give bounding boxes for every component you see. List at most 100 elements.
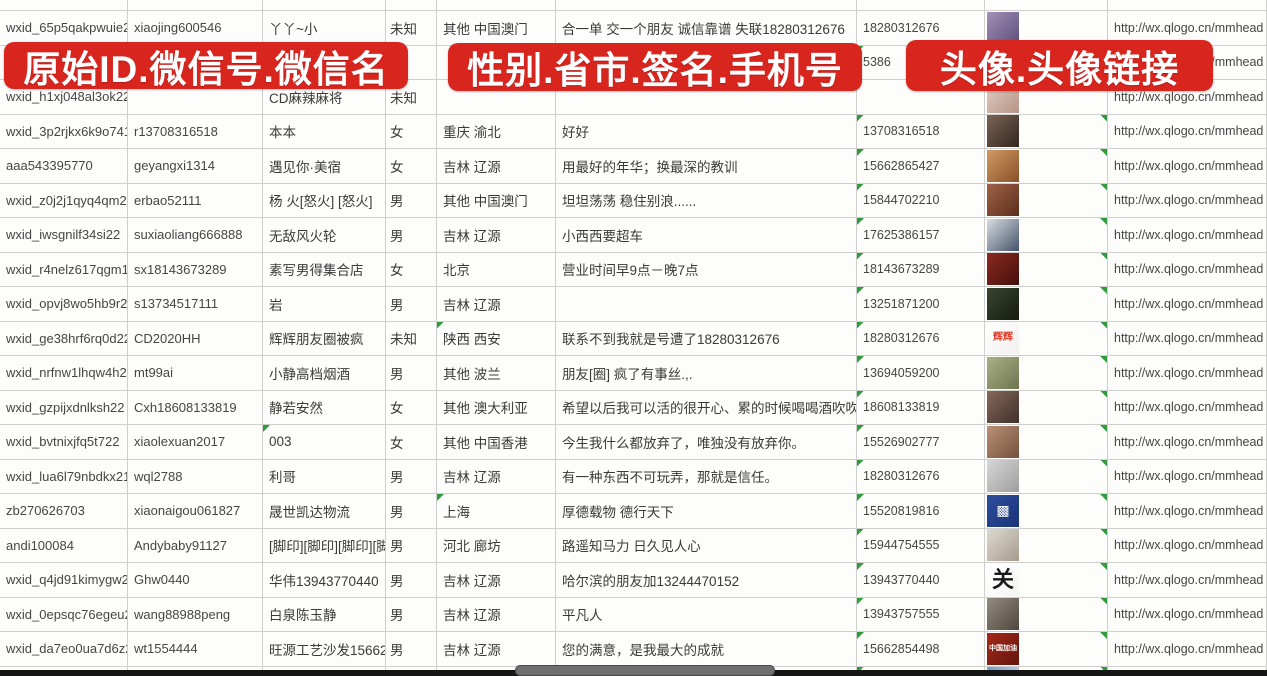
cell-gender[interactable]: 女 <box>386 425 437 459</box>
cell-wechat-id[interactable]: xiaojing600546 <box>128 11 263 45</box>
cell-wechat-id[interactable]: r13708316518 <box>128 114 263 148</box>
cell-wechat-id[interactable]: CD2020HH <box>128 321 263 355</box>
cell-phone-number[interactable]: 15662854498 <box>857 632 985 666</box>
cell-phone-number[interactable]: 18608133819 <box>857 390 985 424</box>
cell-original-id[interactable]: wxid_ge38hrf6rq0d22 <box>0 321 128 355</box>
cell-avatar-link[interactable]: http://wx.qlogo.cn/mmhead <box>1108 252 1267 286</box>
cell-wechat-id[interactable]: wt1554444 <box>128 632 263 666</box>
cell-gender[interactable]: 男 <box>386 218 437 252</box>
cell-wechat-name[interactable]: 华伟13943770440 <box>263 563 386 597</box>
cell-signature[interactable]: 平凡人 <box>556 597 857 631</box>
cell-province-city[interactable]: 吉林 辽源 <box>437 632 556 666</box>
cell-original-id[interactable]: andi100084 <box>0 528 128 562</box>
cell-signature[interactable]: 哈尔滨的朋友加13244470152 <box>556 563 857 597</box>
cell-wechat-name[interactable]: 遇见你·美宿 <box>263 149 386 183</box>
cell-phone-number[interactable]: 18280312676 <box>857 321 985 355</box>
cell-signature[interactable]: 联系不到我就是号遭了18280312676 <box>556 321 857 355</box>
cell-original-id[interactable]: wxid_65p5qakpwuie22 <box>0 11 128 45</box>
cell-province-city[interactable] <box>437 80 556 114</box>
cell-province-city[interactable]: 吉林 辽源 <box>437 597 556 631</box>
cell-gender[interactable]: 男 <box>386 287 437 321</box>
cell-wechat-id[interactable]: xiaolexuan2017 <box>128 425 263 459</box>
cell-wechat-id[interactable]: erbao52111 <box>128 183 263 217</box>
cell-wechat-id[interactable] <box>128 80 263 114</box>
cell-avatar[interactable]: 辉辉 <box>985 321 1108 355</box>
cell-gender[interactable]: 男 <box>386 563 437 597</box>
cell-wechat-name[interactable]: 静若安然 <box>263 390 386 424</box>
cell-gender[interactable] <box>386 45 437 79</box>
cell-wechat-name[interactable]: 素写男得集合店 <box>263 252 386 286</box>
cell-signature[interactable]: 希望以后我可以活的很开心、累的时候喝喝酒吹吹[ <box>556 390 857 424</box>
cell-gender[interactable]: 男 <box>386 632 437 666</box>
cell-avatar[interactable]: ▩ <box>985 494 1108 528</box>
cell-gender[interactable]: 女 <box>386 114 437 148</box>
cell-avatar[interactable] <box>985 218 1108 252</box>
cell-avatar-link[interactable]: http://wx.qlogo.cn/mmhead <box>1108 563 1267 597</box>
cell-signature[interactable]: 您的满意，是我最大的成就 <box>556 632 857 666</box>
cell-gender[interactable]: 女 <box>386 252 437 286</box>
cell-province-city[interactable]: 吉林 辽源 <box>437 563 556 597</box>
cell-phone-number[interactable]: 13251871200 <box>857 287 985 321</box>
cell-signature[interactable]: 朋友[圈] 疯了有事丝.,. <box>556 356 857 390</box>
cell-avatar[interactable] <box>985 425 1108 459</box>
cell-phone-number[interactable]: 18280312676 <box>857 11 985 45</box>
cell-gender[interactable]: 男 <box>386 494 437 528</box>
cell-gender[interactable]: 未知 <box>386 11 437 45</box>
cell-gender[interactable]: 女 <box>386 390 437 424</box>
cell-signature[interactable]: 好好 <box>556 114 857 148</box>
cell-wechat-name[interactable]: 003 <box>263 425 386 459</box>
cell-gender[interactable]: 女 <box>386 149 437 183</box>
cell-avatar-link[interactable]: http://wx.qlogo.cn/mmhead <box>1108 597 1267 631</box>
cell-original-id[interactable]: wxid_opvj8wo5hb9r22 <box>0 287 128 321</box>
cell-phone-number[interactable]: 15944754555 <box>857 528 985 562</box>
cell-wechat-id[interactable]: wang88988peng <box>128 597 263 631</box>
cell-wechat-name[interactable]: 白泉陈玉静 <box>263 597 386 631</box>
cell-province-city[interactable]: 其他 中国澳门 <box>437 183 556 217</box>
cell-gender[interactable]: 男 <box>386 597 437 631</box>
cell-province-city[interactable]: 吉林 辽源 <box>437 287 556 321</box>
cell-province-city[interactable]: 其他 波兰 <box>437 356 556 390</box>
cell-avatar[interactable] <box>985 11 1108 45</box>
cell-phone-number[interactable]: 15844702210 <box>857 183 985 217</box>
cell-original-id[interactable]: wxid_q4jd91kimygw21 <box>0 563 128 597</box>
cell-signature[interactable]: 营业时间早9点－晚7点 <box>556 252 857 286</box>
cell-phone-number[interactable]: 15662865427 <box>857 149 985 183</box>
cell-phone-number[interactable]: 18280312676 <box>857 459 985 493</box>
cell-avatar[interactable]: 中国加油 <box>985 632 1108 666</box>
cell-phone-number[interactable] <box>857 80 985 114</box>
cell-original-id[interactable]: aaa543395770 <box>0 149 128 183</box>
cell-phone-number[interactable]: 15526902777 <box>857 425 985 459</box>
cell-avatar-link[interactable]: http://wx.qlogo.cn/mmhead <box>1108 425 1267 459</box>
cell-wechat-id[interactable]: suxiaoliang666888 <box>128 218 263 252</box>
cell-wechat-name[interactable]: 辉辉朋友圈被疯 <box>263 321 386 355</box>
cell-signature[interactable]: 坦坦荡荡 稳住别浪...... <box>556 183 857 217</box>
cell-signature[interactable]: 有一种东西不可玩弄，那就是信任。 <box>556 459 857 493</box>
cell-original-id[interactable]: wxid_iwsgnilf34si22 <box>0 218 128 252</box>
cell-phone-number[interactable]: 13943770440 <box>857 563 985 597</box>
cell-gender[interactable]: 男 <box>386 356 437 390</box>
cell-wechat-name[interactable]: 丫丫~小 <box>263 11 386 45</box>
cell-avatar[interactable] <box>985 528 1108 562</box>
cell-avatar-link[interactable]: http://wx.qlogo.cn/mmhead <box>1108 183 1267 217</box>
cell-wechat-name[interactable]: 无敌风火轮 <box>263 218 386 252</box>
cell-original-id[interactable]: wxid_gzpijxdnlksh22 <box>0 390 128 424</box>
cell-province-city[interactable]: 其他 中国香港 <box>437 425 556 459</box>
cell-avatar[interactable] <box>985 114 1108 148</box>
cell-province-city[interactable]: 其他 澳大利亚 <box>437 390 556 424</box>
cell-wechat-id[interactable]: s13734517111 <box>128 287 263 321</box>
cell-phone-number[interactable]: 15520819816 <box>857 494 985 528</box>
cell-avatar-link[interactable]: http://wx.qlogo.cn/mmhead <box>1108 494 1267 528</box>
cell-phone-number[interactable]: 13943757555 <box>857 597 985 631</box>
cell-original-id[interactable]: wxid_3p2rjkx6k9o741 <box>0 114 128 148</box>
cell-signature[interactable]: 路遥知马力 日久见人心 <box>556 528 857 562</box>
cell-avatar[interactable] <box>985 149 1108 183</box>
cell-signature[interactable] <box>556 80 857 114</box>
cell-original-id[interactable]: wxid_z0j2j1qyq4qm22 <box>0 183 128 217</box>
cell-wechat-name[interactable]: 岩 <box>263 287 386 321</box>
cell-wechat-id[interactable]: geyangxi1314 <box>128 149 263 183</box>
cell-original-id[interactable]: wxid_h1xj048al3ok22 <box>0 80 128 114</box>
cell-phone-number[interactable]: 13708316518 <box>857 114 985 148</box>
cell-avatar[interactable] <box>985 597 1108 631</box>
cell-signature[interactable]: 厚德载物 德行天下 <box>556 494 857 528</box>
cell-original-id[interactable]: wxid_r4nelz617qgm12 <box>0 252 128 286</box>
